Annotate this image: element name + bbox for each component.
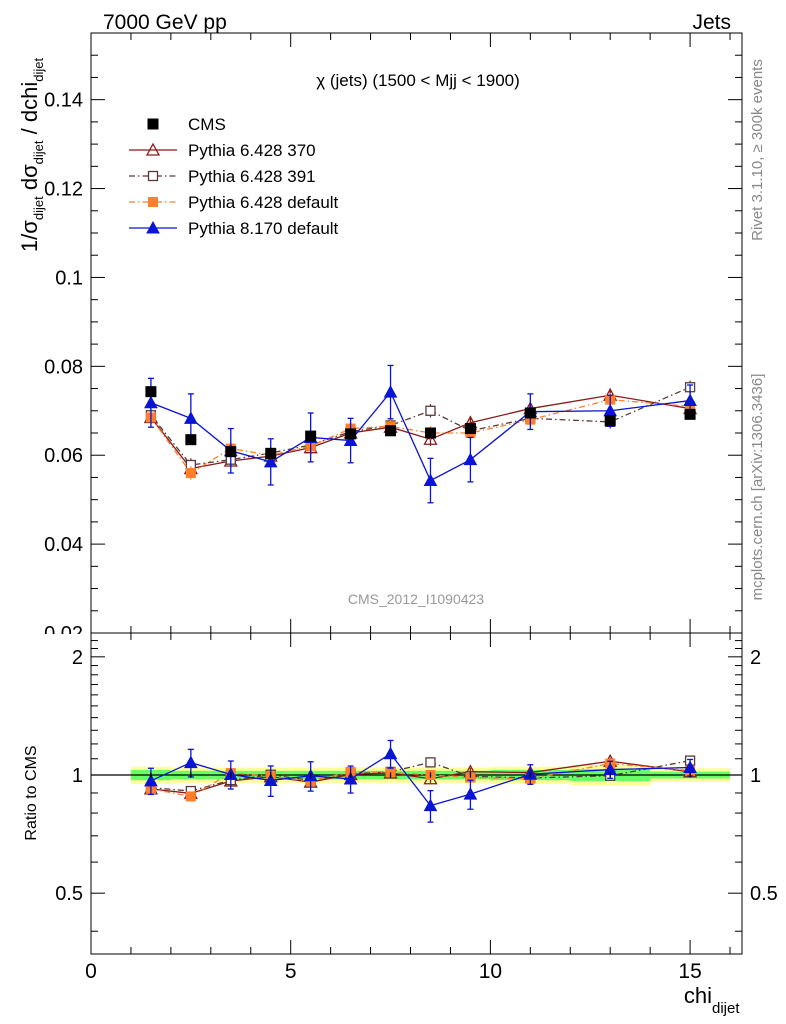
rivet-version-label: Rivet 3.1.10, ≥ 300k events [749,59,766,241]
legend-marker-cms [147,118,159,130]
legend-label-p6_370: Pythia 6.428 370 [188,141,316,160]
series-line-p8_default [150,390,691,482]
ratio-tick-label-right: 2 [750,647,761,669]
legend-entry-p6_370: Pythia 6.428 370 [129,141,316,160]
series-p8_default [144,364,697,504]
point-cms [345,428,357,440]
legend-entry-p6_default: Pythia 6.428 default [129,193,339,212]
legend: CMS Pythia 6.428 370 Pythia 6.428 391 Pythi… [129,115,339,238]
analysis-label: CMS_2012_I1090423 [348,591,484,607]
point-p8_default [683,393,697,407]
main-series-layer [143,364,698,504]
y-tick-label: 0.08 [44,356,83,378]
point-cms [305,430,317,442]
point-p8_default [423,473,438,487]
axes: 0510150.040.060.080.10.120.140.020.50.51… [0,32,778,983]
point-p8_default [343,433,358,447]
point-cms [265,447,277,459]
x-tick-label: 0 [85,960,97,983]
ratio-tick-label-right: 1 [750,765,761,787]
point-cms [185,434,197,446]
legend-label-p6_391: Pythia 6.428 391 [188,167,316,186]
ratio-axis-label: Ratio to CMS [23,745,40,840]
y-axis-label: 1/σdijet dσdijet / dchidijet [17,58,46,253]
point-cms [225,446,237,458]
legend-entry-p8_default: Pythia 8.170 default [129,219,339,238]
point-cms [145,386,157,398]
x-axis-label: chi [684,983,712,1008]
chart-title: χ (jets) (1500 < Mjj < 1900) [316,71,520,90]
series-cms [145,386,696,459]
ratio-series-layer [143,739,698,823]
header-process-label: Jets [692,11,731,34]
y-tick-label: 0.06 [44,445,83,467]
point-cms [604,415,616,427]
ratio-point-p6_default [185,791,196,802]
legend-marker-p6_391 [147,170,159,182]
point-cms [684,408,696,420]
point-p6_default [185,468,196,478]
legend-marker-p8_default [146,220,160,234]
point-cms [385,425,397,437]
ratio-series-line-p8_default [150,752,691,807]
ratio-plot-frame [90,632,743,955]
ratio-point-p8_default [423,798,438,812]
legend-entry-p6_391: Pythia 6.428 391 [129,167,316,186]
ratio-point-p8_default [343,771,358,785]
y-tick-label: 0.1 [55,267,83,289]
point-cms [424,427,436,439]
ratio-point-p8_default [263,773,278,786]
point-cms [464,423,476,435]
point-p8_default [184,411,198,424]
point-p8_default [383,385,398,398]
ratio-point-p8_default [463,787,478,800]
ratio-series-cms [150,772,691,778]
ratio-point-p8_default [683,760,697,774]
ratio-point-p8_default [144,773,158,787]
mcplots-credit-label: mcplots.cern.ch [arXiv:1306.3436] [749,374,766,601]
point-p8_default [263,454,278,468]
series-line-p6_default [150,399,691,474]
legend-marker-p6_370 [145,142,161,156]
point-p6_391 [425,405,436,416]
y-cut-mask [0,634,90,648]
point-p6_370 [423,431,438,445]
ratio-tick-label-right: 0.5 [750,883,778,905]
point-cms [524,407,536,419]
x-axis-label-sub: dijet [712,1000,740,1017]
point-p8_default [463,452,478,466]
ratio-point-p8_default [184,755,198,769]
ratio-point-p6_391 [425,757,436,768]
series-line-p6_391 [150,386,691,466]
ratio-tick-label: 2 [72,647,83,669]
series-line-p6_370 [150,394,691,470]
ratio-tick-label: 0.5 [55,883,83,905]
y-tick-label: 0.04 [44,534,83,556]
point-p8_default [144,395,158,409]
legend-label-p8_default: Pythia 8.170 default [188,219,339,238]
ratio-point-p8_default [383,746,398,760]
legend-label-p6_default: Pythia 6.428 default [188,193,339,212]
legend-marker-p6_default [148,197,158,207]
y-tick-label: 0.12 [44,179,83,201]
legend-entry-cms: CMS [147,115,226,134]
y-tick-label: 0.14 [44,90,83,112]
legend-label-cms: CMS [188,115,226,134]
x-tick-label: 10 [479,960,502,983]
header-energy-label: 7000 GeV pp [103,11,227,34]
ratio-series-line-p6_370 [150,760,691,795]
x-tick-label: 15 [678,960,701,983]
x-tick-label: 5 [285,960,297,983]
ratio-tick-label: 1 [72,765,83,787]
ratio-series-line-p6_default [150,762,691,798]
